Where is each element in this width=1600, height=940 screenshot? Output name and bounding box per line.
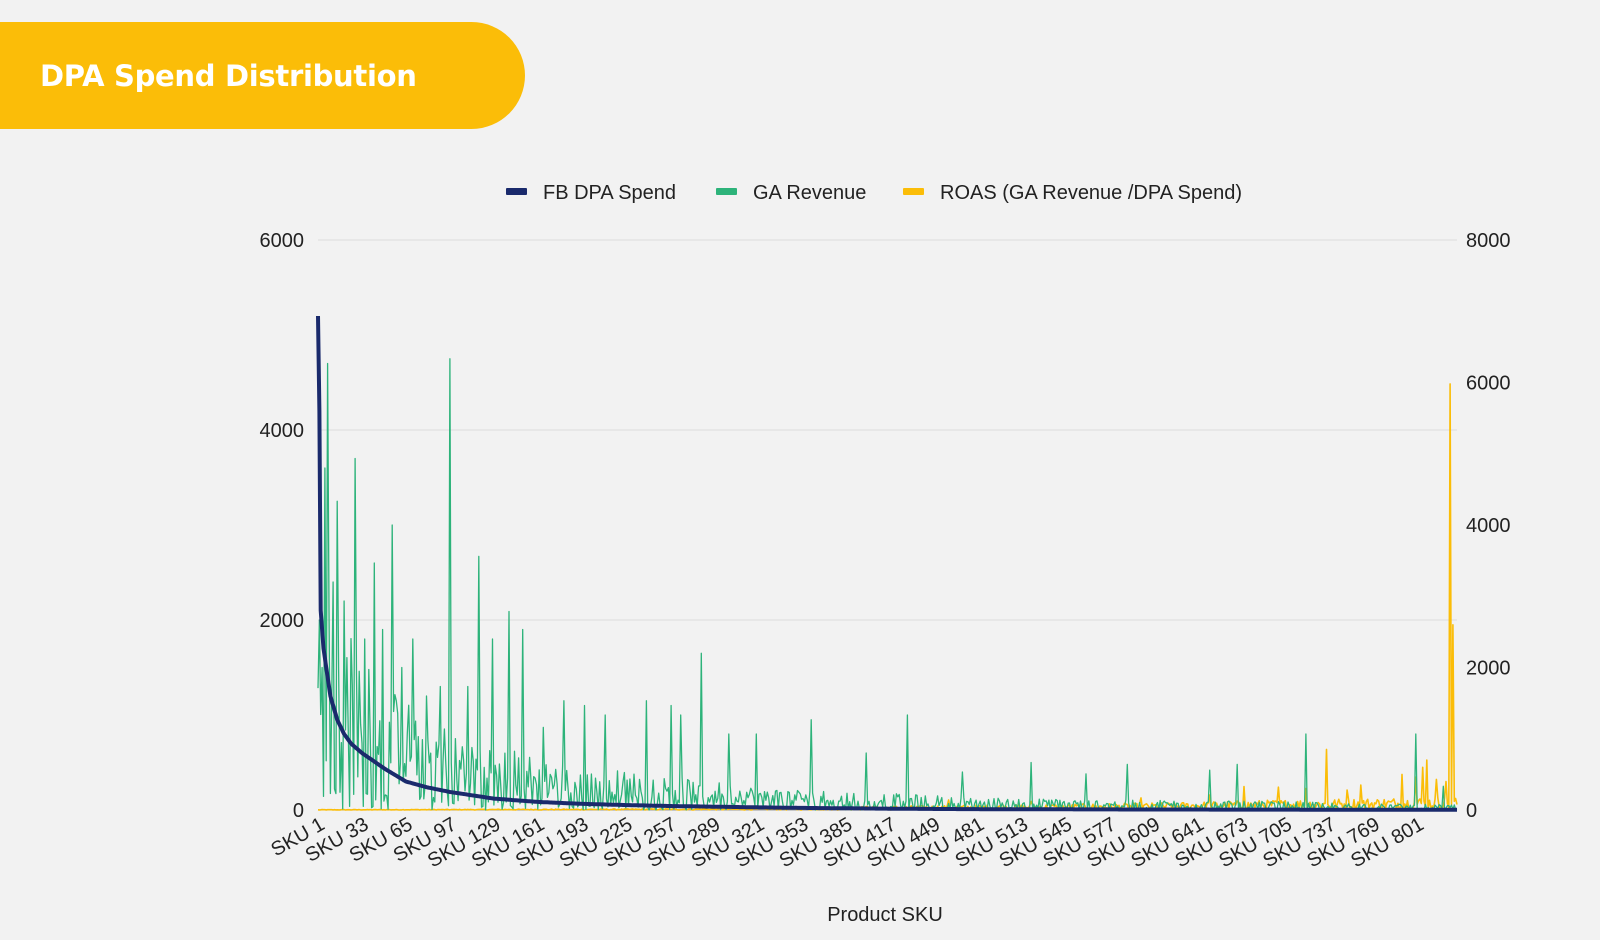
left-axis: 0 2000 4000 6000 <box>260 230 305 822</box>
legend-label: ROAS (GA Revenue /DPA Spend) <box>940 182 1242 204</box>
right-tick-label: 8000 <box>1466 230 1511 252</box>
legend-label: GA Revenue <box>753 182 866 204</box>
legend-swatch <box>903 188 924 195</box>
legend-label: FB DPA Spend <box>543 182 676 204</box>
ga-revenue-line <box>317 358 1458 811</box>
roas-line <box>317 383 1458 811</box>
right-tick-label: 2000 <box>1466 658 1511 680</box>
legend: FB DPA Spend GA Revenue ROAS (GA Revenue /… <box>506 182 1242 204</box>
x-axis-label: Product SKU <box>827 904 943 926</box>
grid-lines <box>318 239 1457 811</box>
fb-dpa-spend-line <box>316 315 1458 812</box>
right-axis: 0 2000 4000 6000 8000 <box>1466 230 1511 822</box>
left-tick-label: 2000 <box>260 610 305 632</box>
title-banner: DPA Spend Distribution <box>0 22 525 129</box>
page-title: DPA Spend Distribution <box>40 58 417 93</box>
right-tick-label: 0 <box>1466 800 1477 822</box>
left-tick-label: 6000 <box>260 230 305 252</box>
left-tick-label: 0 <box>293 800 304 822</box>
right-tick-label: 6000 <box>1466 373 1511 395</box>
series-group <box>316 315 1458 812</box>
legend-swatch <box>716 188 737 195</box>
right-tick-label: 4000 <box>1466 515 1511 537</box>
left-tick-label: 4000 <box>260 420 305 442</box>
legend-swatch <box>506 188 527 195</box>
